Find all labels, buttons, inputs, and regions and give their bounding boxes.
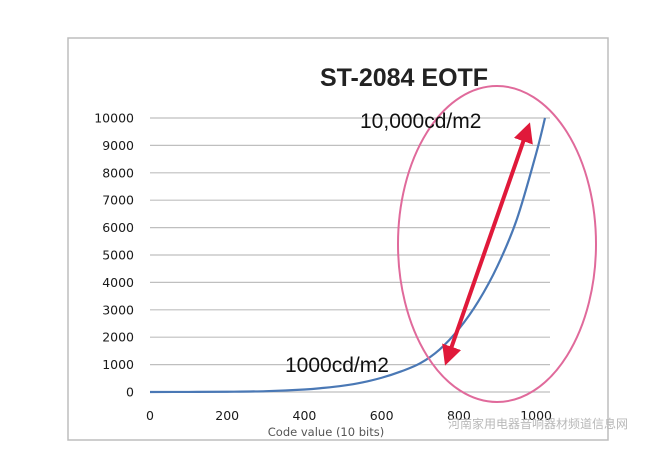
- y-tick-label: 6000: [102, 220, 134, 235]
- y-tick-label: 5000: [102, 248, 134, 263]
- annotation-min: 1000cd/m2: [285, 354, 389, 377]
- x-axis-label: Code value (10 bits): [268, 425, 384, 439]
- y-tick-label: 3000: [102, 302, 134, 317]
- x-axis-ticks: 0 200 400 600 800 1000: [146, 408, 552, 423]
- y-tick-label: 7000: [102, 193, 134, 208]
- watermark: 河南家用电器音响器材频道信息网: [448, 416, 628, 431]
- y-tick-label: 9000: [102, 138, 134, 153]
- y-tick-label: 2000: [102, 330, 134, 345]
- y-tick-label: 0: [126, 385, 134, 400]
- y-tick-label: 4000: [102, 275, 134, 290]
- x-tick-label: 600: [370, 408, 394, 423]
- x-tick-label: 0: [146, 408, 154, 423]
- x-tick-label: 800: [447, 408, 471, 423]
- y-tick-label: 8000: [102, 165, 134, 180]
- y-tick-label: 1000: [102, 357, 134, 372]
- y-axis-ticks: 0 1000 2000 3000 4000 5000 6000 7000 8000 9000 100…: [94, 111, 134, 400]
- y-tick-label: 10000: [94, 111, 134, 126]
- highlight-ellipse: [397, 85, 597, 403]
- x-tick-label: 400: [293, 408, 317, 423]
- x-tick-label: 1000: [520, 408, 552, 423]
- x-tick-label: 200: [215, 408, 239, 423]
- range-arrow: [442, 122, 533, 366]
- annotation-max: 10,000cd/m2: [360, 110, 481, 133]
- chart-title: ST-2084 EOTF: [320, 64, 488, 92]
